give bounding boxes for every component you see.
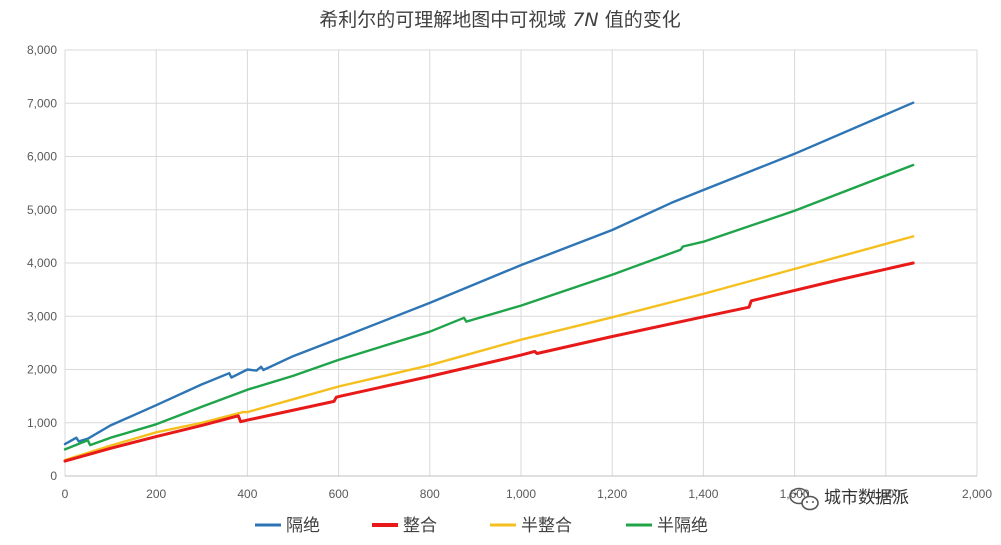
y-tick-label: 8,000 <box>27 43 57 57</box>
y-tick-label: 1,000 <box>27 416 57 430</box>
x-tick-label: 1,200 <box>597 487 627 501</box>
x-tick-label: 1,400 <box>688 487 718 501</box>
y-tick-label: 5,000 <box>27 203 57 217</box>
y-tick-label: 6,000 <box>27 150 57 164</box>
x-tick-label: 800 <box>420 487 440 501</box>
series-line-1 <box>63 101 915 446</box>
legend: 隔绝 整合 半整合 半隔绝 <box>255 516 708 536</box>
y-tick-label: 3,000 <box>27 309 57 323</box>
x-tick-label: 200 <box>146 487 166 501</box>
gridlines <box>64 49 978 477</box>
x-tick-label: 1,800 <box>871 487 901 501</box>
chart-title: 希利尔的可理解地图中可视域 7N 值的变化 <box>319 9 680 31</box>
watermark-text: 城市数据派 <box>824 488 909 508</box>
wechat-logo-icon <box>789 487 819 511</box>
chart-title-variable: 7N <box>572 9 598 31</box>
y-tick-label: 0 <box>50 469 57 483</box>
legend-label: 隔绝 <box>286 516 320 536</box>
y-tick-label: 2,000 <box>27 363 57 377</box>
x-tick-label: 2,000 <box>962 487 992 501</box>
x-tick-label: 400 <box>237 487 257 501</box>
series-line-2 <box>63 261 915 463</box>
watermark: 城市数据派 <box>789 487 909 511</box>
x-tick-label: 0 <box>62 487 69 501</box>
x-tick-label: 1,000 <box>506 487 536 501</box>
chart-title-main: 希利尔的可理解地图中可视域 <box>319 9 566 31</box>
legend-label: 半整合 <box>521 516 572 536</box>
x-tick-label: 600 <box>329 487 349 501</box>
legend-label: 整合 <box>403 516 437 536</box>
series-lines <box>63 101 915 463</box>
series-line-3 <box>63 235 915 462</box>
y-tick-label: 7,000 <box>27 96 57 110</box>
y-tick-label: 4,000 <box>27 256 57 270</box>
chart-title-tail: 值的变化 <box>605 9 681 31</box>
series-line-4 <box>63 163 915 451</box>
legend-label: 半隔绝 <box>657 516 708 536</box>
